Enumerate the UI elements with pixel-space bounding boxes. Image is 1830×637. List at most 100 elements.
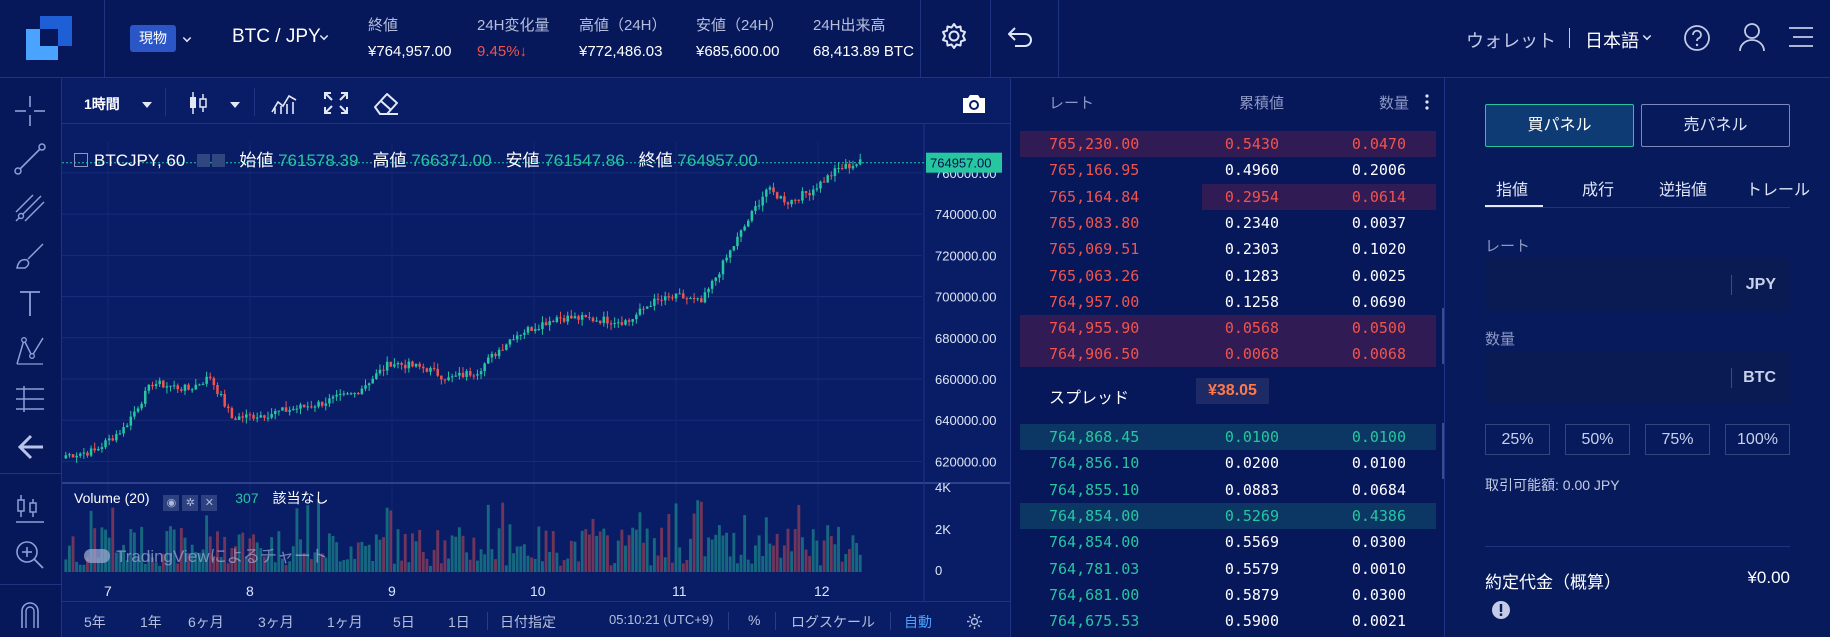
log-scale-toggle[interactable]: ログスケール [791, 614, 875, 630]
pair-select[interactable]: BTC / JPY [232, 26, 321, 47]
eraser-icon[interactable] [372, 90, 400, 116]
order-qty: 0.4386 [1351, 506, 1406, 525]
scrollbar[interactable] [1442, 308, 1444, 364]
bid-row[interactable]: 764,868.45 0.0100 0.0100 [1011, 424, 1436, 450]
ask-row[interactable]: 764,906.50 0.0068 0.0068 [1011, 341, 1436, 368]
candle-body [414, 363, 418, 367]
bid-row[interactable]: 764,681.00 0.5879 0.0300 [1011, 582, 1436, 608]
volume-bar [367, 544, 371, 572]
chevron-down-icon[interactable] [319, 31, 329, 41]
scrollbar[interactable] [1442, 423, 1444, 479]
volume-bar [183, 537, 187, 572]
chevron-down-icon[interactable] [182, 33, 192, 43]
percent-50-button[interactable]: 50% [1565, 424, 1630, 455]
return-icon[interactable] [1005, 22, 1035, 50]
zoom-in-icon[interactable] [13, 538, 47, 572]
user-icon[interactable] [1738, 22, 1766, 52]
fullscreen-icon[interactable] [322, 90, 350, 116]
crosshair-icon[interactable] [13, 94, 47, 128]
indicators-icon[interactable] [270, 90, 298, 116]
back-arrow-icon[interactable] [13, 430, 47, 464]
liquid-logo-icon[interactable] [26, 16, 72, 60]
brush-icon[interactable] [13, 238, 47, 272]
sell-panel-tab[interactable]: 売パネル [1641, 104, 1790, 147]
volume-bar [652, 538, 656, 572]
close-icon[interactable]: ✕ [201, 495, 218, 511]
volume-bar [270, 537, 274, 572]
order-type-stop[interactable]: 逆指値 [1659, 182, 1708, 199]
collapse-checkbox[interactable] [74, 153, 88, 167]
range-5y[interactable]: 5年 [84, 614, 106, 630]
range-5d[interactable]: 5日 [393, 614, 415, 630]
help-icon[interactable] [1683, 24, 1711, 52]
order-type-limit[interactable]: 指値 [1496, 182, 1529, 199]
settings-gear-icon[interactable] [966, 613, 983, 630]
legend-hide-icon[interactable] [212, 154, 226, 167]
menu-icon[interactable] [1787, 26, 1815, 48]
range-3m[interactable]: 3ヶ月 [258, 614, 294, 630]
order-type-trail[interactable]: トレール [1746, 182, 1811, 199]
range-1m[interactable]: 1ヶ月 [327, 614, 363, 630]
magnet-icon[interactable] [13, 598, 47, 632]
gear-icon[interactable] [940, 22, 968, 50]
percent-75-button[interactable]: 75% [1645, 424, 1710, 455]
bid-row[interactable]: 764,855.10 0.0883 0.0684 [1011, 477, 1436, 503]
pattern-icon[interactable] [13, 334, 47, 368]
settings-icon[interactable]: ✲ [182, 495, 199, 511]
ask-row[interactable]: 764,957.00 0.1258 0.0690 [1011, 289, 1436, 315]
candlestick-type-icon[interactable] [184, 90, 212, 116]
legend-close-label: 終値 [638, 151, 673, 170]
ask-row[interactable]: 765,069.51 0.2303 0.1020 [1011, 236, 1436, 262]
caret-down-icon[interactable] [230, 102, 240, 108]
info-icon[interactable] [1491, 600, 1511, 620]
rate-input[interactable]: JPY [1485, 258, 1790, 312]
bid-row[interactable]: 764,781.03 0.5579 0.0010 [1011, 556, 1436, 582]
bid-row[interactable]: 764,854.00 0.5569 0.0300 [1011, 529, 1436, 555]
quantity-input[interactable]: BTC [1485, 351, 1790, 405]
candle-body [129, 416, 133, 426]
candles-tool-icon[interactable] [13, 492, 47, 526]
percent-100-button[interactable]: 100% [1725, 424, 1790, 455]
measure-icon[interactable] [13, 382, 47, 416]
wallet-link[interactable]: ウォレット [1466, 31, 1556, 51]
text-tool-icon[interactable] [13, 286, 47, 320]
range-1y[interactable]: 1年 [140, 614, 162, 630]
volume-bar [291, 546, 295, 572]
range-custom-date[interactable]: 日付指定 [500, 614, 556, 630]
language-select[interactable]: 日本語 [1585, 31, 1639, 51]
volume-bar [699, 501, 703, 572]
bid-row[interactable]: 764,675.53 0.5900 0.0021 [1011, 608, 1436, 634]
pitchfork-icon[interactable] [13, 190, 47, 224]
auto-scale-toggle[interactable]: 自動 [904, 614, 932, 630]
percent-toggle[interactable]: % [748, 612, 761, 628]
candle-body [487, 357, 490, 364]
price-chart[interactable]: 760000.00740000.00720000.00700000.006800… [62, 124, 1010, 601]
camera-icon[interactable] [960, 91, 988, 117]
caret-down-icon[interactable] [142, 102, 152, 108]
range-1d[interactable]: 1日 [448, 614, 470, 630]
trend-line-icon[interactable] [13, 142, 47, 176]
bid-row[interactable]: 764,854.00 0.5269 0.4386 [1011, 502, 1436, 529]
legend-settings-icon[interactable] [197, 154, 211, 167]
ask-row[interactable]: 764,955.90 0.0568 0.0500 [1011, 315, 1436, 342]
ask-row[interactable]: 765,063.26 0.1283 0.0025 [1011, 263, 1436, 289]
tradingview-watermark[interactable]: TradingViewによるチャート [84, 542, 328, 567]
bid-row[interactable]: 764,856.10 0.0200 0.0100 [1011, 450, 1436, 476]
order-qty: 0.0037 [1351, 213, 1406, 232]
range-6m[interactable]: 6ヶ月 [188, 614, 224, 630]
ask-row[interactable]: 765,230.00 0.5430 0.0470 [1011, 131, 1436, 157]
candle-body [292, 408, 295, 411]
ask-row[interactable]: 765,083.80 0.2340 0.0037 [1011, 210, 1436, 236]
percent-25-button[interactable]: 25% [1485, 424, 1550, 455]
more-options-icon[interactable] [1425, 94, 1429, 110]
eye-icon[interactable]: ◉ [163, 495, 180, 511]
volume-bar [432, 549, 436, 572]
order-type-market[interactable]: 成行 [1582, 182, 1615, 199]
spot-market-select[interactable]: 現物 [130, 25, 176, 52]
chevron-down-icon[interactable] [1642, 31, 1652, 41]
interval-select[interactable]: 1時間 [84, 96, 120, 112]
volume-bar [125, 560, 129, 572]
ask-row[interactable]: 765,164.84 0.2954 0.0614 [1011, 183, 1436, 210]
ask-row[interactable]: 765,166.95 0.4960 0.2006 [1011, 157, 1436, 183]
buy-panel-tab[interactable]: 買パネル [1485, 104, 1634, 147]
